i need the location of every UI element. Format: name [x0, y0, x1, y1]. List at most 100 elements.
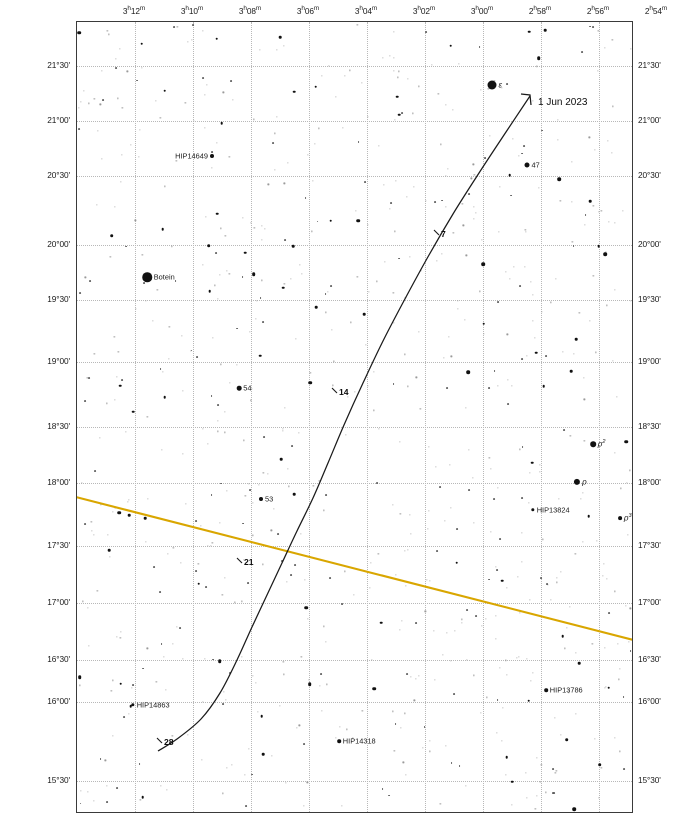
star-point: [497, 230, 500, 233]
star-point: [574, 713, 577, 715]
plot-area[interactable]: HIP14649Boteinε475453ρ2ρHIP13824ρ3HIP134…: [76, 21, 633, 813]
star-label: HIP14649: [175, 151, 208, 161]
star-point: [226, 270, 228, 272]
star-point: [274, 169, 276, 171]
dec-tick-label-right: 16°30': [638, 654, 661, 664]
star-point: [530, 680, 532, 682]
star-point: [441, 199, 444, 202]
star-point: [604, 647, 606, 649]
star-point: [344, 75, 346, 77]
star-point: [382, 57, 384, 59]
star-point: [500, 740, 503, 742]
star-point: [340, 602, 343, 605]
star-point: [127, 500, 129, 503]
star-point: [583, 440, 586, 442]
star-point: [255, 682, 257, 684]
dec-tick-label-right: 18°30': [638, 421, 661, 431]
star-point: [287, 468, 289, 470]
star-point: [622, 209, 624, 212]
star-point: [126, 70, 128, 72]
star-point: [605, 578, 608, 580]
star-point: [475, 212, 477, 214]
star-point: [589, 25, 592, 28]
track-date-label: 21: [244, 557, 254, 567]
star-point: [308, 380, 312, 385]
star-point: [488, 456, 490, 459]
star-point: [79, 802, 82, 805]
star-point: [437, 93, 440, 95]
star-point: [372, 686, 377, 691]
star-point: [428, 510, 430, 512]
star-point: [368, 291, 370, 293]
star-point: [228, 672, 231, 674]
ra-tick-label: 3h02m: [412, 5, 436, 16]
star-point: [544, 791, 547, 793]
star-point: [300, 656, 302, 658]
labeled-star-marker: [142, 272, 152, 282]
gridline-vertical: [483, 22, 484, 812]
star-point: [262, 472, 265, 474]
dec-tick-label-right: 19°00': [638, 356, 661, 366]
star-point: [138, 128, 141, 131]
star-label: ρ3: [623, 512, 632, 523]
star-point: [201, 758, 203, 761]
star-point: [597, 69, 599, 72]
star-point: [445, 205, 447, 208]
star-point: [272, 142, 275, 145]
star-point: [173, 25, 176, 28]
star-point: [141, 667, 144, 670]
star-point: [211, 658, 214, 661]
star-point: [623, 768, 626, 771]
star-point: [488, 387, 491, 390]
star-point: [135, 308, 137, 310]
star-point: [449, 464, 451, 466]
star-point: [388, 208, 391, 210]
star-point: [534, 337, 536, 339]
star-point: [236, 364, 238, 366]
star-point: [217, 419, 219, 422]
star-point: [216, 404, 219, 407]
star-point: [139, 799, 141, 801]
star-point: [207, 443, 209, 445]
star-point: [564, 737, 569, 742]
star-point: [618, 667, 621, 670]
star-point: [222, 792, 224, 794]
star-point: [201, 264, 204, 266]
star-point: [518, 285, 521, 288]
star-point: [405, 773, 407, 776]
star-point: [529, 472, 531, 474]
star-point: [252, 534, 254, 536]
dec-tick-label-left: 20°00': [47, 239, 70, 249]
star-point: [291, 245, 295, 248]
dec-tick-label-left: 17°30': [47, 540, 70, 550]
star-point: [497, 486, 499, 489]
star-point: [587, 515, 590, 518]
star-point: [129, 705, 133, 708]
star-point: [260, 715, 264, 718]
star-point: [428, 446, 430, 448]
star-point: [499, 186, 501, 188]
star-point: [466, 608, 469, 611]
star-point: [224, 235, 226, 237]
star-point: [555, 277, 557, 280]
star-point: [497, 300, 500, 303]
star-point: [303, 805, 305, 807]
star-point: [106, 402, 108, 404]
star-point: [465, 407, 467, 409]
star-label: ρ: [582, 477, 587, 487]
star-point: [131, 410, 135, 413]
track-start-date-label: 1 Jun 2023: [538, 97, 588, 108]
star-point: [384, 261, 386, 263]
star-point: [230, 764, 233, 766]
star-point: [521, 445, 524, 448]
star-point: [314, 85, 317, 88]
star-point: [249, 488, 252, 491]
star-point: [612, 105, 614, 108]
star-point: [290, 573, 293, 576]
star-point: [224, 411, 226, 413]
labeled-star-marker: [573, 478, 581, 486]
star-point: [304, 606, 308, 610]
labeled-star-marker: [210, 154, 214, 158]
star-point: [539, 464, 541, 466]
star-point: [143, 281, 146, 284]
